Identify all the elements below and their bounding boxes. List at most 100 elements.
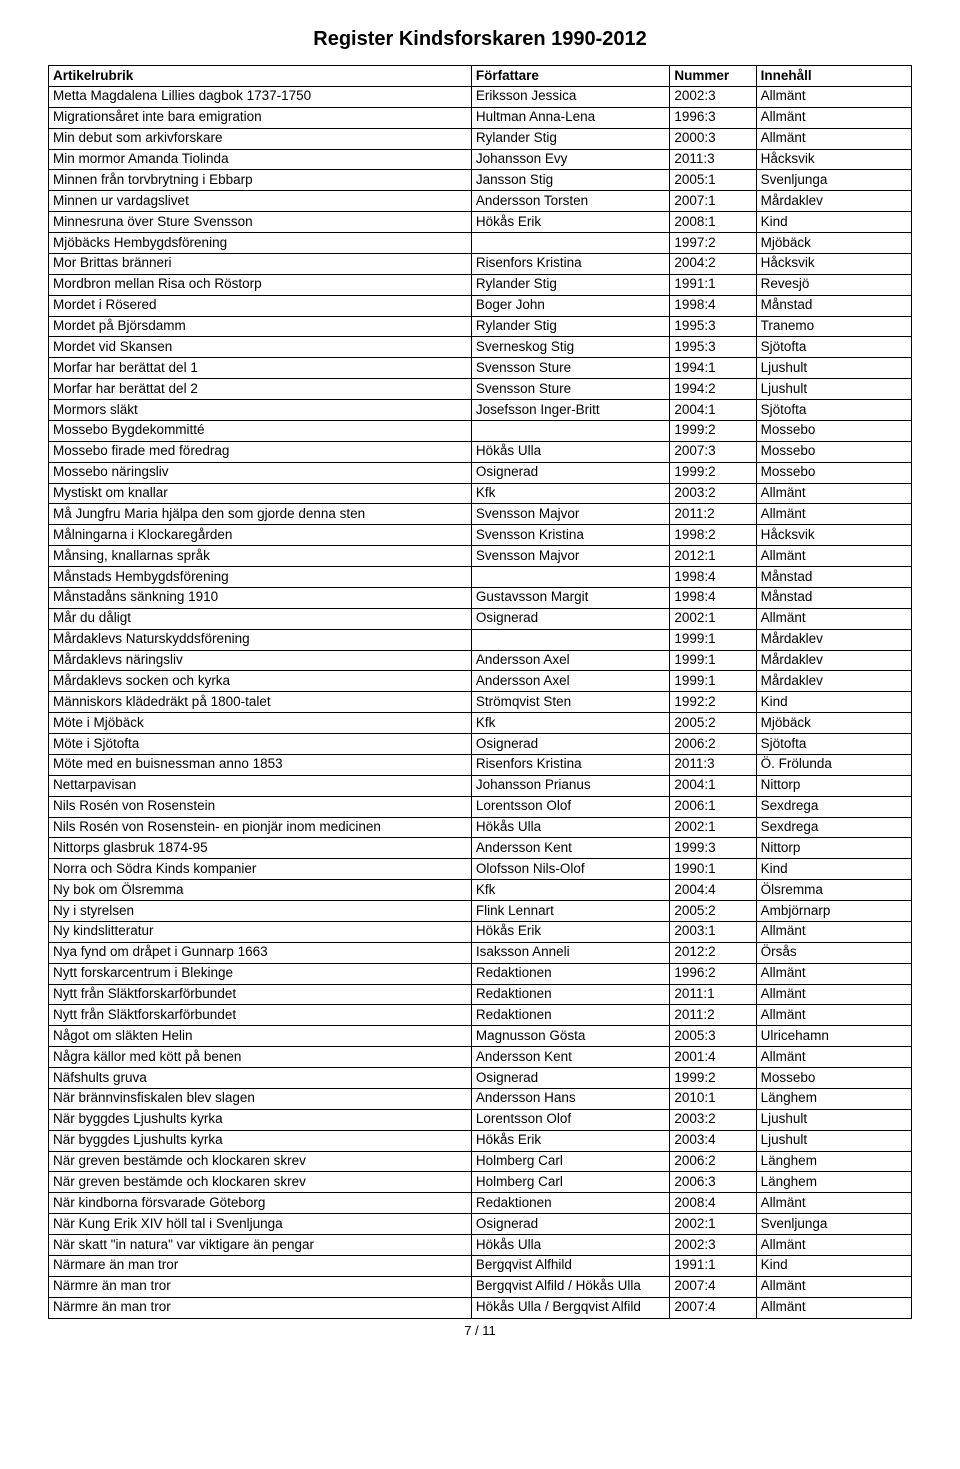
cell-forfattare: Hökås Erik (471, 1130, 669, 1151)
cell-nummer: 2003:2 (670, 1109, 756, 1130)
table-row: Mordet i RöseredBoger John1998:4Månstad (49, 295, 912, 316)
cell-artikelrubrik: Nya fynd om dråpet i Gunnarp 1663 (49, 942, 472, 963)
cell-nummer: 2006:3 (670, 1172, 756, 1193)
cell-forfattare: Gustavsson Margit (471, 587, 669, 608)
cell-forfattare: Redaktionen (471, 1193, 669, 1214)
table-row: Ny kindslitteraturHökås Erik2003:1Allmän… (49, 921, 912, 942)
cell-innehall: Mårdaklev (756, 671, 911, 692)
table-row: Mossebo näringslivOsignerad1999:2Mossebo (49, 462, 912, 483)
cell-innehall: Sjötofta (756, 734, 911, 755)
cell-artikelrubrik: Nils Rosén von Rosenstein (49, 796, 472, 817)
cell-artikelrubrik: Mårdaklevs Naturskyddsförening (49, 629, 472, 650)
col-header-artikelrubrik: Artikelrubrik (49, 66, 472, 87)
cell-innehall: Allmänt (756, 1193, 911, 1214)
cell-forfattare: Svensson Sture (471, 358, 669, 379)
table-row: Mossebo firade med föredragHökås Ulla200… (49, 441, 912, 462)
cell-artikelrubrik: Målningarna i Klockaregården (49, 525, 472, 546)
cell-forfattare: Redaktionen (471, 984, 669, 1005)
table-row: Ny bok om ÖlsremmaKfk2004:4Ölsremma (49, 880, 912, 901)
cell-artikelrubrik: Min debut som arkivforskare (49, 128, 472, 149)
cell-forfattare: Osignerad (471, 1214, 669, 1235)
cell-forfattare: Holmberg Carl (471, 1151, 669, 1172)
cell-forfattare: Andersson Kent (471, 838, 669, 859)
cell-nummer: 2006:2 (670, 1151, 756, 1172)
cell-nummer: 2012:1 (670, 546, 756, 567)
cell-artikelrubrik: Mordbron mellan Risa och Röstorp (49, 274, 472, 295)
cell-artikelrubrik: Mystiskt om knallar (49, 483, 472, 504)
cell-innehall: Länghem (756, 1088, 911, 1109)
cell-innehall: Ljushult (756, 379, 911, 400)
cell-nummer: 1994:2 (670, 379, 756, 400)
table-row: Mordet vid SkansenSverneskog Stig1995:3S… (49, 337, 912, 358)
table-row: Morfar har berättat del 2Svensson Sture1… (49, 379, 912, 400)
cell-forfattare: Redaktionen (471, 963, 669, 984)
cell-artikelrubrik: Närmare än man tror (49, 1255, 472, 1276)
table-row: Min mormor Amanda TiolindaJohansson Evy2… (49, 149, 912, 170)
table-row: Månstads Hembygdsförening1998:4Månstad (49, 567, 912, 588)
table-row: Mjöbäcks Hembygdsförening1997:2Mjöbäck (49, 233, 912, 254)
cell-innehall: Allmänt (756, 1047, 911, 1068)
cell-artikelrubrik: Mossebo firade med föredrag (49, 441, 472, 462)
cell-nummer: 2011:2 (670, 1005, 756, 1026)
cell-artikelrubrik: Minnen ur vardagslivet (49, 191, 472, 212)
cell-innehall: Allmänt (756, 1276, 911, 1297)
table-row: Målningarna i KlockaregårdenSvensson Kri… (49, 525, 912, 546)
cell-forfattare: Bergqvist Alfild / Hökås Ulla (471, 1276, 669, 1297)
cell-forfattare: Risenfors Kristina (471, 754, 669, 775)
cell-artikelrubrik: Norra och Södra Kinds kompanier (49, 859, 472, 880)
cell-forfattare: Risenfors Kristina (471, 253, 669, 274)
cell-innehall: Nittorp (756, 838, 911, 859)
cell-nummer: 1999:1 (670, 671, 756, 692)
cell-nummer: 2003:1 (670, 921, 756, 942)
cell-nummer: 2006:1 (670, 796, 756, 817)
cell-innehall: Allmänt (756, 546, 911, 567)
cell-forfattare: Andersson Hans (471, 1088, 669, 1109)
cell-innehall: Allmänt (756, 608, 911, 629)
table-row: Mordbron mellan Risa och RöstorpRylander… (49, 274, 912, 295)
cell-nummer: 2003:2 (670, 483, 756, 504)
cell-nummer: 1998:2 (670, 525, 756, 546)
cell-innehall: Allmänt (756, 86, 911, 107)
cell-forfattare: Johansson Evy (471, 149, 669, 170)
cell-forfattare: Osignerad (471, 734, 669, 755)
table-row: Metta Magdalena Lillies dagbok 1737-1750… (49, 86, 912, 107)
cell-forfattare: Isaksson Anneli (471, 942, 669, 963)
cell-artikelrubrik: Något om släkten Helin (49, 1026, 472, 1047)
cell-nummer: 1994:1 (670, 358, 756, 379)
cell-innehall: Ulricehamn (756, 1026, 911, 1047)
cell-artikelrubrik: När greven bestämde och klockaren skrev (49, 1172, 472, 1193)
cell-forfattare: Hökås Erik (471, 212, 669, 233)
table-row: Mystiskt om knallarKfk2003:2Allmänt (49, 483, 912, 504)
table-row: När Kung Erik XIV höll tal i SvenljungaO… (49, 1214, 912, 1235)
cell-nummer: 1999:2 (670, 462, 756, 483)
cell-artikelrubrik: När kindborna försvarade Göteborg (49, 1193, 472, 1214)
cell-artikelrubrik: Månstads Hembygdsförening (49, 567, 472, 588)
cell-artikelrubrik: Mordet på Björsdamm (49, 316, 472, 337)
table-row: Min debut som arkivforskareRylander Stig… (49, 128, 912, 149)
cell-forfattare: Svensson Kristina (471, 525, 669, 546)
table-row: När byggdes Ljushults kyrkaHökås Erik200… (49, 1130, 912, 1151)
cell-nummer: 2005:1 (670, 170, 756, 191)
cell-artikelrubrik: Migrationsåret inte bara emigration (49, 107, 472, 128)
col-header-nummer: Nummer (670, 66, 756, 87)
cell-artikelrubrik: Mårdaklevs näringsliv (49, 650, 472, 671)
cell-forfattare: Johansson Prianus (471, 775, 669, 796)
cell-nummer: 1999:2 (670, 1068, 756, 1089)
cell-innehall: Sjötofta (756, 337, 911, 358)
cell-artikelrubrik: Ny kindslitteratur (49, 921, 472, 942)
cell-innehall: Kind (756, 859, 911, 880)
cell-artikelrubrik: Minnen från torvbrytning i Ebbarp (49, 170, 472, 191)
cell-nummer: 2007:3 (670, 441, 756, 462)
cell-artikelrubrik: Nittorps glasbruk 1874-95 (49, 838, 472, 859)
cell-artikelrubrik: Morfar har berättat del 2 (49, 379, 472, 400)
cell-innehall: Månstad (756, 567, 911, 588)
cell-forfattare: Rylander Stig (471, 274, 669, 295)
cell-innehall: Allmänt (756, 963, 911, 984)
table-row: När skatt "in natura" var viktigare än p… (49, 1235, 912, 1256)
cell-innehall: Ljushult (756, 358, 911, 379)
cell-forfattare: Holmberg Carl (471, 1172, 669, 1193)
cell-forfattare: Boger John (471, 295, 669, 316)
cell-innehall: Allmänt (756, 483, 911, 504)
cell-innehall: Länghem (756, 1172, 911, 1193)
cell-innehall: Sexdrega (756, 796, 911, 817)
